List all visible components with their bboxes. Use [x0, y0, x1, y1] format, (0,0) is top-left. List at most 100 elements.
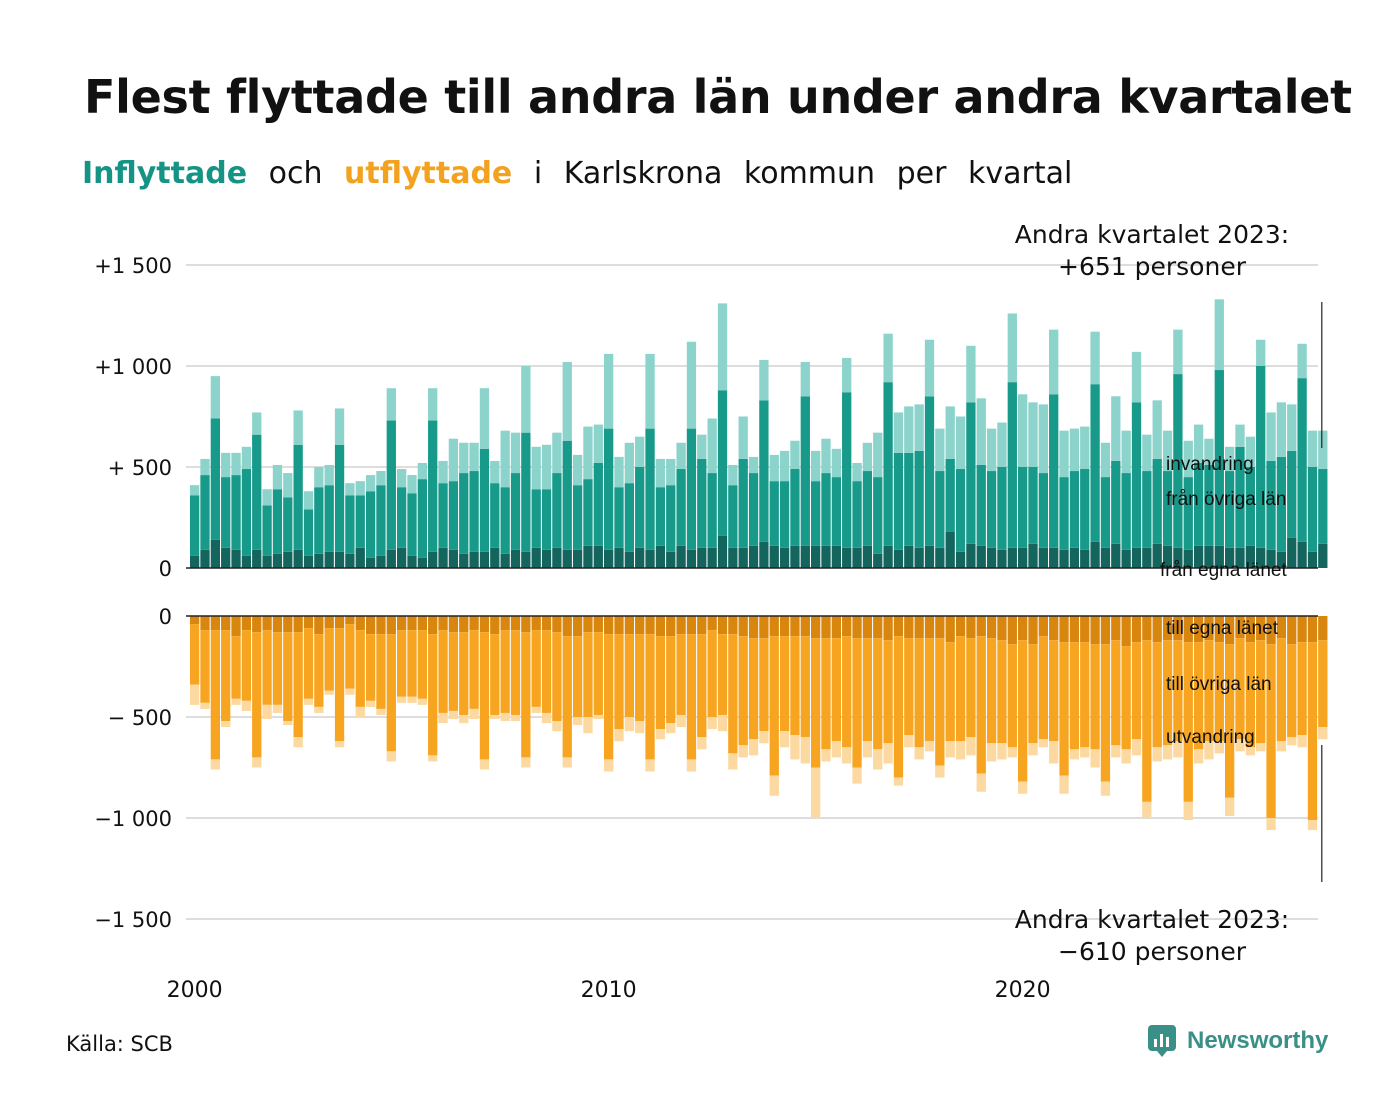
bar-in-own-county	[852, 547, 862, 568]
bar-in-other-counties	[759, 400, 769, 542]
bar-out-own-county	[334, 616, 345, 629]
bar-in-other-counties	[552, 473, 562, 548]
bar-in-own-county	[200, 549, 210, 568]
bar-out-other-counties	[955, 636, 966, 742]
bar-in-other-counties	[283, 497, 293, 552]
bar-in-abroad	[1049, 329, 1059, 395]
bar-in-other-counties	[407, 493, 417, 556]
bar-in-own-county	[490, 547, 500, 568]
bar-out-other-counties	[479, 632, 490, 760]
bar-out-abroad	[852, 767, 862, 784]
bar-in-other-counties	[334, 444, 345, 552]
bar-in-own-county	[1100, 547, 1111, 568]
bar-in-abroad	[459, 442, 469, 474]
bar-in-abroad	[241, 446, 252, 470]
bar-in-abroad	[914, 404, 924, 451]
bar-out-abroad	[417, 698, 427, 705]
bar-in-other-counties	[490, 483, 500, 548]
bar-out-abroad	[655, 729, 666, 740]
bar-out-other-counties	[283, 632, 293, 722]
bar-in-abroad	[945, 406, 955, 459]
bar-out-abroad	[583, 717, 593, 734]
bar-out-other-counties	[1111, 640, 1121, 746]
logo-text: Newsworthy	[1187, 1027, 1329, 1054]
bar-in-own-county	[541, 549, 552, 568]
bar-in-abroad	[1080, 426, 1090, 470]
bar-in-other-counties	[686, 428, 697, 550]
bar-in-abroad	[1121, 430, 1131, 474]
bar-out-own-county	[479, 616, 490, 633]
bar-in-own-county	[510, 549, 521, 568]
bar-out-abroad	[811, 767, 821, 818]
bar-in-other-counties	[873, 477, 883, 554]
bar-out-abroad	[842, 747, 852, 764]
bar-in-other-counties	[438, 483, 448, 548]
bar-in-own-county	[365, 557, 376, 568]
bar-out-abroad	[345, 688, 355, 695]
bar-in-other-counties	[1069, 471, 1080, 548]
bar-in-own-county	[583, 545, 593, 568]
bar-in-other-counties	[604, 428, 614, 550]
bar-in-own-county	[759, 541, 769, 568]
bar-out-abroad	[1235, 739, 1245, 752]
bar-out-own-county	[924, 616, 935, 639]
bar-in-other-counties	[231, 475, 241, 550]
bar-in-abroad	[1287, 404, 1297, 451]
annotation-out-line1: Andra kvartalet 2023:	[1015, 905, 1289, 934]
bar-out-own-county	[324, 616, 334, 629]
bar-out-abroad	[1256, 743, 1266, 752]
bar-out-other-counties	[883, 640, 893, 744]
bar-in-own-county	[334, 551, 345, 568]
bar-in-own-county	[1059, 549, 1069, 568]
bar-out-abroad	[1111, 745, 1121, 758]
bar-in-own-county	[479, 551, 490, 568]
bar-out-own-county	[510, 616, 521, 631]
bar-in-abroad	[355, 481, 365, 496]
bar-in-own-county	[190, 555, 200, 568]
bar-in-own-county	[935, 547, 945, 568]
bar-in-own-county	[1307, 551, 1318, 568]
bar-in-other-counties	[428, 420, 438, 552]
bar-in-abroad	[490, 460, 500, 484]
bar-in-own-county	[1038, 547, 1048, 568]
bar-out-own-county	[200, 616, 210, 631]
source-note: Källa: SCB	[66, 1032, 173, 1056]
bar-in-other-counties	[790, 469, 800, 546]
bar-in-other-counties	[811, 481, 821, 546]
bar-in-own-county	[1121, 549, 1131, 568]
bar-in-abroad	[365, 475, 376, 492]
bar-out-other-counties	[231, 636, 241, 699]
bar-out-own-county	[314, 616, 324, 635]
bar-in-own-county	[438, 547, 448, 568]
bar-out-other-counties	[572, 636, 583, 717]
bar-in-own-county	[376, 555, 386, 568]
bar-out-own-county	[210, 616, 220, 631]
bar-out-own-county	[893, 616, 904, 637]
bar-in-own-county	[697, 547, 707, 568]
bar-in-abroad	[604, 353, 614, 429]
bar-in-abroad	[583, 426, 593, 480]
bar-out-own-county	[221, 616, 231, 631]
bar-out-abroad	[1183, 801, 1193, 821]
bar-in-other-counties	[862, 471, 873, 546]
bar-in-own-county	[997, 549, 1007, 568]
bar-out-other-counties	[1307, 642, 1318, 821]
bar-out-abroad	[1307, 820, 1318, 831]
bar-in-other-counties	[469, 471, 479, 552]
bar-out-other-counties	[345, 624, 355, 689]
bar-out-abroad	[303, 698, 314, 705]
bar-in-other-counties	[500, 487, 510, 554]
bar-out-abroad	[190, 684, 200, 705]
bar-out-other-counties	[811, 638, 821, 768]
bar-out-other-counties	[666, 636, 676, 724]
bar-out-other-counties	[1152, 642, 1162, 748]
bar-out-own-county	[1193, 616, 1204, 643]
bar-in-abroad	[541, 444, 552, 490]
bar-in-own-county	[986, 547, 997, 568]
bar-in-own-county	[459, 553, 469, 568]
bar-out-own-county	[190, 616, 200, 625]
bar-in-own-county	[293, 549, 303, 568]
bar-out-other-counties	[521, 632, 531, 758]
bar-in-abroad	[1111, 396, 1121, 461]
bar-in-other-counties	[1287, 450, 1297, 538]
